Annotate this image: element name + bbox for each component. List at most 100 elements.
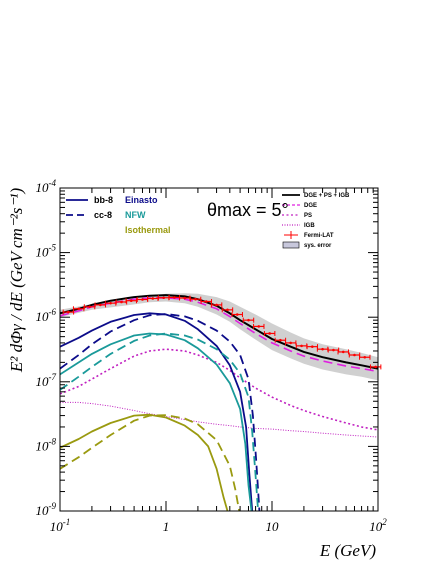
fermi-lat-marker bbox=[235, 313, 239, 316]
fermi-lat-marker bbox=[300, 344, 303, 348]
fermi-lat-marker bbox=[141, 298, 144, 301]
legend-right-label-dge-ps-igb: DGE + PS + IGB bbox=[304, 193, 350, 199]
y-axis-title: E² dΦγ / dE (GeV cm⁻²s⁻¹) bbox=[7, 188, 26, 374]
fermi-lat-marker bbox=[268, 332, 271, 335]
series-dge bbox=[60, 297, 378, 373]
x-tick-label: 10 bbox=[266, 519, 280, 534]
series-bb-8-isothermal bbox=[60, 413, 229, 511]
fermi-lat-marker bbox=[162, 296, 165, 300]
fermi-lat-marker bbox=[120, 300, 123, 304]
y-tick-label: 10-9 bbox=[36, 501, 57, 518]
fermi-lat-point bbox=[125, 298, 137, 304]
fermi-lat-marker bbox=[129, 299, 133, 303]
x-tick-label: 10-1 bbox=[50, 517, 71, 534]
series-igb bbox=[60, 401, 378, 438]
fermi-lat-point bbox=[348, 352, 361, 358]
y-tick-label-base: 10 bbox=[36, 245, 50, 260]
fermi-lat-marker bbox=[257, 325, 261, 328]
fermi-lat-point bbox=[369, 364, 382, 370]
y-tick-label-base: 10 bbox=[36, 180, 50, 195]
y-tick-label-base: 10 bbox=[36, 438, 50, 453]
annotation-theta-max: θmax = 5° bbox=[207, 200, 289, 220]
fermi-lat-point bbox=[231, 312, 243, 318]
y-tick-label: 10-7 bbox=[36, 372, 57, 389]
fermi-lat-point bbox=[263, 330, 276, 336]
band-layer bbox=[60, 293, 378, 381]
y-tick-label-exponent: -5 bbox=[49, 243, 57, 253]
fermi-lat-marker bbox=[173, 296, 176, 299]
y-tick-label-base: 10 bbox=[36, 309, 50, 324]
fermi-lat-point bbox=[210, 302, 223, 308]
legend-profile-einasto: Einasto bbox=[125, 195, 158, 205]
series-ps bbox=[60, 348, 378, 431]
fermi-lat-point bbox=[359, 354, 371, 360]
fermi-lat-marker bbox=[67, 310, 70, 314]
fermi-lat-marker bbox=[374, 365, 377, 369]
legend-right: DGE + PS + IGB DGE PS IGB Fermi-LAT sys. erro… bbox=[282, 193, 350, 249]
x-axis-title: E (GeV) bbox=[319, 541, 377, 560]
y-tick-label-exponent: -8 bbox=[49, 436, 57, 446]
fermi-lat-point bbox=[337, 349, 349, 355]
fermi-lat-marker bbox=[99, 303, 102, 307]
fermi-lat-marker bbox=[341, 350, 345, 354]
x-tick-label-base: 10 bbox=[266, 519, 280, 534]
fermi-lat-point bbox=[284, 340, 297, 346]
x-tick-label-base: 10 bbox=[369, 519, 383, 534]
x-tick-label-base: 1 bbox=[163, 519, 170, 534]
legend-profile-isothermal: Isothermal bbox=[125, 225, 171, 235]
legend-right-label-fermi-lat: Fermi-LAT bbox=[304, 233, 334, 239]
y-tick-label-exponent: -6 bbox=[49, 307, 57, 317]
plot-frame bbox=[59, 187, 379, 512]
fermi-lat-marker bbox=[109, 301, 112, 305]
y-tick-label-base: 10 bbox=[36, 374, 50, 389]
legend-right-swatch-box bbox=[282, 241, 300, 249]
x-tick-label-base: 10 bbox=[50, 519, 64, 534]
fermi-lat-points bbox=[62, 294, 382, 370]
fermi-lat-marker bbox=[289, 341, 292, 345]
y-tick-label: 10-4 bbox=[36, 178, 57, 195]
fermi-lat-marker bbox=[247, 318, 250, 322]
y-tick-label-exponent: -4 bbox=[49, 178, 57, 188]
series-layer bbox=[60, 294, 378, 511]
y-tick-label-exponent: -9 bbox=[49, 501, 57, 511]
fermi-lat-point bbox=[253, 323, 265, 329]
legend-left-label: bb-8 bbox=[94, 195, 113, 205]
fermi-lat-marker bbox=[311, 345, 314, 348]
fermi-lat-point bbox=[200, 298, 213, 304]
x-tick-label-exponent: 2 bbox=[382, 517, 387, 527]
legend-left-label: cc-8 bbox=[94, 210, 112, 220]
fermi-lat-point bbox=[104, 300, 117, 306]
fermi-lat-marker bbox=[353, 353, 356, 357]
y-tick-label: 10-8 bbox=[36, 436, 57, 453]
fermi-lat-marker bbox=[215, 303, 218, 307]
series-bb-8-nfw bbox=[60, 332, 253, 511]
legend-profile-nfw: NFW bbox=[125, 210, 146, 220]
y-tick-label-base: 10 bbox=[36, 503, 50, 518]
fermi-lat-marker bbox=[77, 307, 80, 311]
fermi-lat-marker bbox=[183, 296, 186, 300]
x-tick-label-exponent: -1 bbox=[63, 517, 71, 527]
fermi-lat-marker bbox=[363, 355, 367, 359]
fermi-lat-point bbox=[242, 317, 255, 323]
fermi-lat-marker bbox=[321, 347, 324, 351]
y-tick-label: 10-5 bbox=[36, 243, 57, 260]
fermi-lat-marker bbox=[226, 308, 229, 312]
fermi-lat-marker bbox=[194, 297, 197, 301]
fermi-lat-marker bbox=[205, 300, 208, 303]
fermi-lat-marker bbox=[332, 348, 335, 352]
legend-right-label-sys-error: sys. error bbox=[304, 243, 332, 249]
y-tick-label: 10-6 bbox=[36, 307, 57, 324]
x-tick-label: 102 bbox=[369, 517, 387, 534]
series-bb-8-einasto bbox=[60, 312, 254, 511]
legend-right-label-ps: PS bbox=[304, 213, 312, 219]
series-cc-8-einasto bbox=[60, 313, 261, 511]
fermi-lat-marker bbox=[151, 297, 155, 300]
fermi-lat-marker bbox=[88, 305, 91, 309]
y-tick-label-exponent: -7 bbox=[49, 372, 57, 382]
fermi-lat-point bbox=[221, 307, 234, 313]
series-cc-8-nfw bbox=[60, 332, 259, 511]
sys-error-band bbox=[60, 293, 378, 381]
ticks-layer bbox=[59, 188, 378, 512]
